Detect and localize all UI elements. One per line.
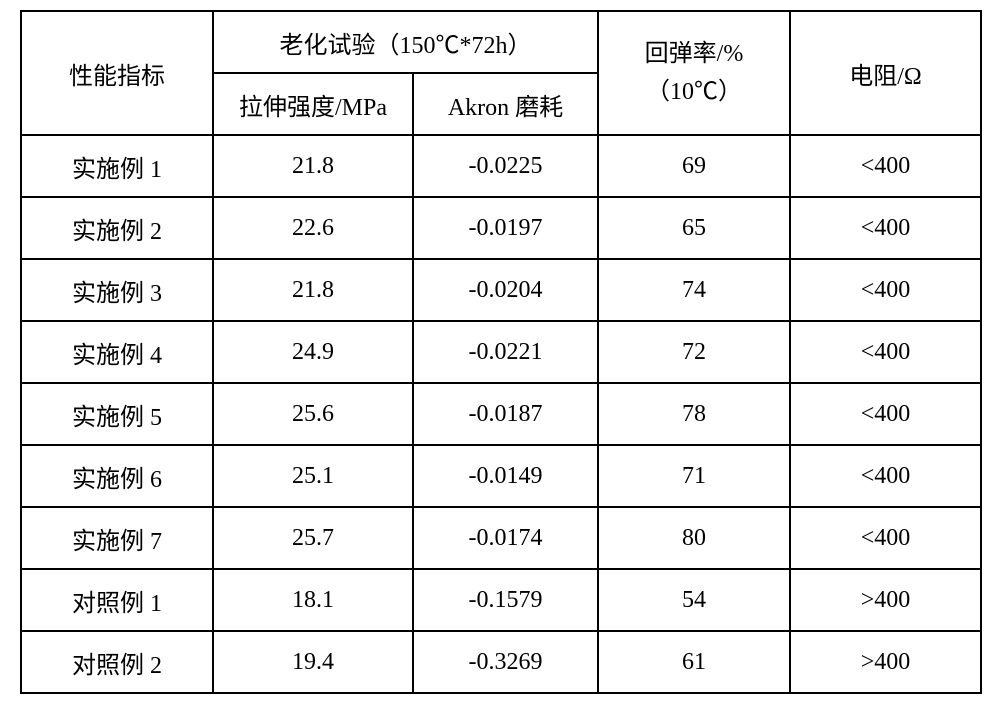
cell-rebound: 80 (598, 507, 790, 569)
table-row: 实施例 1 21.8 -0.0225 69 <400 (21, 135, 981, 197)
cell-rebound: 65 (598, 197, 790, 259)
header-row-1: 性能指标 老化试验（150℃*72h） 回弹率/% （10℃） 电阻/Ω (21, 11, 981, 73)
cell-akron: -0.0149 (413, 445, 598, 507)
table-row: 对照例 2 19.4 -0.3269 61 >400 (21, 631, 981, 693)
cell-perf: 对照例 1 (21, 569, 213, 631)
table-header: 性能指标 老化试验（150℃*72h） 回弹率/% （10℃） 电阻/Ω 拉伸强… (21, 11, 981, 135)
cell-akron: -0.0221 (413, 321, 598, 383)
cell-rebound: 78 (598, 383, 790, 445)
cell-perf: 实施例 6 (21, 445, 213, 507)
cell-tensile: 25.1 (213, 445, 413, 507)
header-rebound-line2: （10℃） (599, 73, 789, 111)
cell-resist: >400 (790, 631, 981, 693)
cell-tensile: 21.8 (213, 135, 413, 197)
table-container: 性能指标 老化试验（150℃*72h） 回弹率/% （10℃） 电阻/Ω 拉伸强… (0, 10, 1000, 719)
table-row: 实施例 2 22.6 -0.0197 65 <400 (21, 197, 981, 259)
cell-tensile: 21.8 (213, 259, 413, 321)
cell-tensile: 24.9 (213, 321, 413, 383)
header-perf: 性能指标 (21, 11, 213, 135)
cell-perf: 实施例 5 (21, 383, 213, 445)
cell-perf: 实施例 1 (21, 135, 213, 197)
cell-resist: <400 (790, 259, 981, 321)
cell-rebound: 61 (598, 631, 790, 693)
table-row: 实施例 4 24.9 -0.0221 72 <400 (21, 321, 981, 383)
table-body: 实施例 1 21.8 -0.0225 69 <400 实施例 2 22.6 -0… (21, 135, 981, 693)
header-resist: 电阻/Ω (790, 11, 981, 135)
cell-akron: -0.0197 (413, 197, 598, 259)
cell-resist: <400 (790, 383, 981, 445)
header-rebound-line1: 回弹率/% (599, 35, 789, 73)
cell-resist: <400 (790, 445, 981, 507)
cell-perf: 实施例 3 (21, 259, 213, 321)
header-tensile: 拉伸强度/MPa (213, 73, 413, 135)
cell-akron: -0.0204 (413, 259, 598, 321)
cell-tensile: 25.7 (213, 507, 413, 569)
cell-akron: -0.0187 (413, 383, 598, 445)
cell-perf: 实施例 4 (21, 321, 213, 383)
header-rebound: 回弹率/% （10℃） (598, 11, 790, 135)
cell-akron: -0.3269 (413, 631, 598, 693)
table-row: 实施例 5 25.6 -0.0187 78 <400 (21, 383, 981, 445)
cell-resist: <400 (790, 507, 981, 569)
cell-rebound: 69 (598, 135, 790, 197)
cell-tensile: 19.4 (213, 631, 413, 693)
table-row: 实施例 3 21.8 -0.0204 74 <400 (21, 259, 981, 321)
data-table: 性能指标 老化试验（150℃*72h） 回弹率/% （10℃） 电阻/Ω 拉伸强… (20, 10, 982, 694)
cell-perf: 实施例 2 (21, 197, 213, 259)
cell-perf: 实施例 7 (21, 507, 213, 569)
cell-rebound: 71 (598, 445, 790, 507)
cell-akron: -0.0174 (413, 507, 598, 569)
cell-rebound: 54 (598, 569, 790, 631)
header-akron: Akron 磨耗 (413, 73, 598, 135)
cell-akron: -0.0225 (413, 135, 598, 197)
cell-tensile: 25.6 (213, 383, 413, 445)
cell-rebound: 74 (598, 259, 790, 321)
cell-rebound: 72 (598, 321, 790, 383)
table-row: 实施例 7 25.7 -0.0174 80 <400 (21, 507, 981, 569)
table-row: 实施例 6 25.1 -0.0149 71 <400 (21, 445, 981, 507)
header-aging-group: 老化试验（150℃*72h） (213, 11, 598, 73)
cell-perf: 对照例 2 (21, 631, 213, 693)
table-row: 对照例 1 18.1 -0.1579 54 >400 (21, 569, 981, 631)
cell-tensile: 22.6 (213, 197, 413, 259)
cell-resist: <400 (790, 321, 981, 383)
cell-akron: -0.1579 (413, 569, 598, 631)
cell-resist: <400 (790, 197, 981, 259)
cell-resist: >400 (790, 569, 981, 631)
cell-tensile: 18.1 (213, 569, 413, 631)
cell-resist: <400 (790, 135, 981, 197)
